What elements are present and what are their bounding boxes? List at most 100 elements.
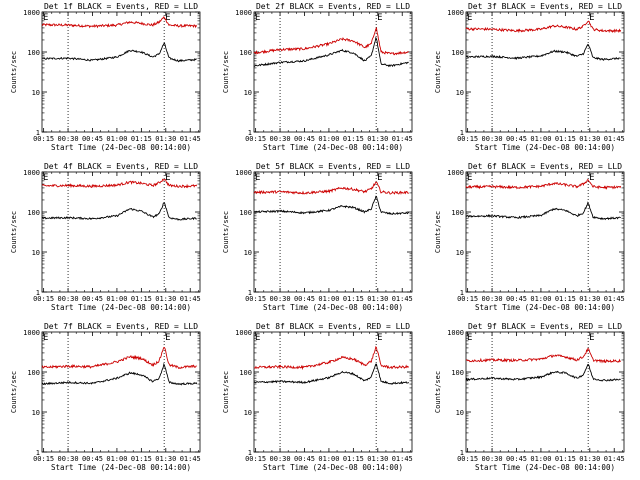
x-tick-label: 00:15 [245,135,266,143]
x-tick-label: 01:30 [367,455,388,463]
x-tick-label: 01:15 [343,135,364,143]
series-events-line [253,363,410,385]
panel-title: Det 4f BLACK = Events, RED = LLD [44,162,198,171]
x-tick-label: 00:30 [270,455,291,463]
x-tick-label: 00:15 [33,455,54,463]
y-tick-label: 10 [456,249,464,257]
y-tick-label: 100 [239,49,252,57]
series-lld-line [41,178,198,189]
y-tick-label: 100 [27,369,40,377]
series-events-line [253,195,410,216]
event-marker-label: E [467,173,472,183]
y-tick-label: 10 [244,409,252,417]
y-tick-label: 1000 [447,329,464,337]
x-tick-label: 01:45 [604,455,625,463]
y-tick-label: 1 [248,449,252,457]
panel-title: Det 7f BLACK = Events, RED = LLD [44,322,198,331]
y-tick-label: 100 [451,209,464,217]
y-tick-label: 10 [244,249,252,257]
x-tick-label: 00:30 [270,295,291,303]
y-axis-label: Counts/sec [222,371,230,413]
x-tick-label: 00:30 [58,135,79,143]
series-lld-line [253,181,409,195]
x-tick-label: 01:15 [131,295,152,303]
x-axis-label: Start Time (24-Dec-08 00:14:00) [51,303,191,312]
x-tick-label: 00:45 [294,135,315,143]
x-tick-label: 01:00 [318,455,339,463]
event-marker-label: E [467,13,472,23]
event-marker-label: E [255,173,260,183]
panel-det-8f: Det 8f BLACK = Events, RED = LLD E E 1 10 100… [222,322,413,472]
y-tick-label: 10 [32,89,40,97]
y-tick-label: 10 [244,89,252,97]
panel-det-9f: Det 9f BLACK = Events, RED = LLD E E 1 10 100… [434,322,625,472]
plot-frame [41,11,201,133]
y-axis-label: Counts/sec [434,51,442,93]
event-marker-label: E [165,13,170,23]
x-tick-label: 01:15 [555,455,576,463]
series-lld-line [253,345,410,371]
x-axis-label: Start Time (24-Dec-08 00:14:00) [475,303,615,312]
x-tick-label: 00:45 [294,295,315,303]
x-tick-label: 00:15 [245,455,266,463]
x-tick-label: 00:45 [506,295,527,303]
y-tick-label: 1000 [235,9,252,17]
event-marker-label: E [255,13,260,23]
y-tick-label: 100 [239,369,252,377]
y-tick-label: 1000 [235,329,252,337]
panel-title: Det 8f BLACK = Events, RED = LLD [256,322,410,331]
x-tick-label: 01:45 [180,295,201,303]
x-axis-label: Start Time (24-Dec-08 00:14:00) [263,143,403,152]
x-tick-label: 01:15 [343,295,364,303]
y-tick-label: 1 [248,129,252,137]
x-tick-label: 00:45 [506,455,527,463]
x-tick-label: 00:45 [82,295,103,303]
y-tick-label: 100 [451,49,464,57]
x-tick-label: 00:15 [457,455,478,463]
event-marker-label: E [43,13,48,23]
y-axis-label: Counts/sec [434,371,442,413]
x-axis-label: Start Time (24-Dec-08 00:14:00) [263,463,403,472]
x-tick-label: 01:00 [106,135,127,143]
y-tick-label: 1 [36,449,40,457]
series-events-line [41,362,198,386]
y-tick-label: 100 [239,209,252,217]
plot-frame [253,11,413,133]
series-lld-line [465,20,622,34]
x-tick-label: 01:00 [530,295,551,303]
plot-frame [465,331,625,453]
plot-frame [253,331,413,453]
x-tick-label: 00:15 [33,135,54,143]
x-tick-label: 01:30 [579,135,600,143]
y-tick-label: 10 [32,409,40,417]
series-events-line [465,364,621,382]
panel-det-6f: Det 6f BLACK = Events, RED = LLD E E 1 10 100… [434,162,625,312]
event-marker-label: E [43,333,48,343]
x-tick-label: 01:45 [604,295,625,303]
y-tick-label: 1000 [23,169,40,177]
y-tick-label: 10 [456,409,464,417]
y-tick-label: 1 [248,289,252,297]
event-marker-label: E [377,333,382,343]
y-axis-label: Counts/sec [434,211,442,253]
x-tick-label: 01:30 [579,295,600,303]
panel-det-2f: Det 2f BLACK = Events, RED = LLD E E 1 10 100… [222,2,413,152]
x-tick-label: 00:15 [33,295,54,303]
y-tick-label: 100 [27,49,40,57]
x-tick-label: 00:45 [294,455,315,463]
x-tick-label: 01:15 [131,455,152,463]
event-marker-label: E [589,333,594,343]
series-events-line [465,201,621,221]
x-tick-label: 00:45 [506,135,527,143]
event-marker-label: E [589,13,594,23]
x-tick-label: 00:15 [457,295,478,303]
y-tick-label: 1000 [447,9,464,17]
y-tick-label: 1000 [235,169,252,177]
panel-det-3f: Det 3f BLACK = Events, RED = LLD E E 1 10 100… [434,2,625,152]
plot-frame [41,331,201,453]
x-axis-label: Start Time (24-Dec-08 00:14:00) [51,143,191,152]
panel-title: Det 6f BLACK = Events, RED = LLD [468,162,622,171]
x-tick-label: 00:30 [58,455,79,463]
x-tick-label: 01:45 [604,135,625,143]
